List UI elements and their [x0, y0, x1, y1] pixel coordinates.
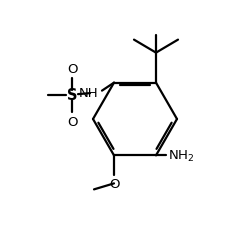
Text: O: O [109, 178, 119, 190]
Text: NH$_2$: NH$_2$ [168, 148, 194, 163]
Text: NH: NH [78, 87, 98, 100]
Text: O: O [67, 62, 77, 75]
Text: S: S [67, 88, 77, 103]
Text: O: O [67, 115, 77, 128]
